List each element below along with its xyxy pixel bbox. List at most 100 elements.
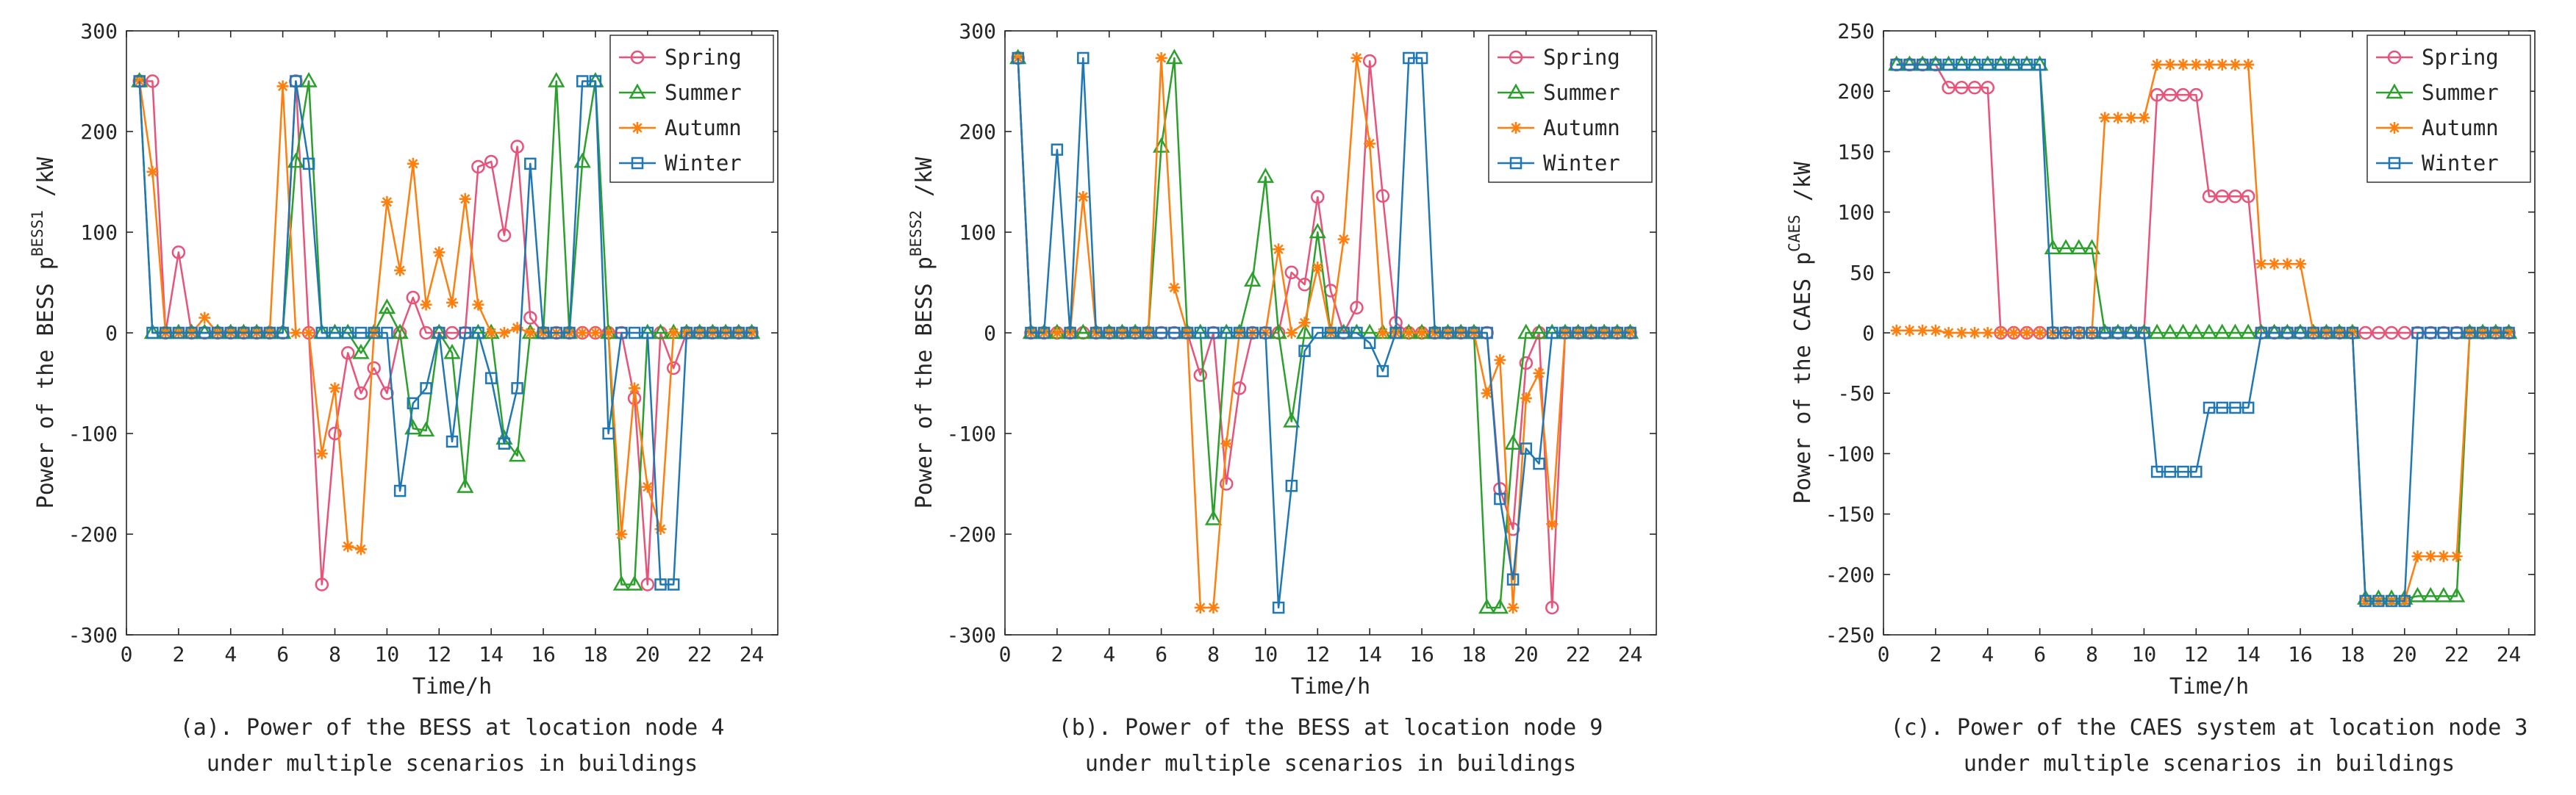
data-point-winter [2437,326,2450,339]
x-tick-label: 14 [2236,642,2261,666]
data-point-winter [354,326,368,339]
x-tick-label: 2 [1051,642,1063,666]
data-point-summer [1478,598,1496,614]
data-point-summer [2174,323,2192,339]
x-tick-label: 16 [2288,642,2313,666]
data-point-summer [1504,434,1522,450]
data-point-winter [2190,465,2203,478]
y-tick-label: 250 [1837,19,1875,43]
legend-marker-spring [630,50,645,65]
data-point-winter [1376,364,1389,378]
data-point-winter [1246,326,1259,339]
data-point-winter [2385,594,2398,608]
data-point-spring [1311,190,1325,204]
data-point-winter [1272,601,1285,614]
series-line-winter [138,80,752,586]
data-point-winter [1233,326,1246,339]
data-point-winter [133,75,146,87]
data-point-winter [263,326,276,339]
data-point-spring [640,578,655,591]
data-point-winter [2216,401,2228,414]
x-tick-label: 6 [2033,642,2046,666]
caption-line-1: (a). Power of the BESS at location node … [180,715,725,741]
data-point-spring [1955,81,1969,95]
data-point-autumn [407,157,419,170]
legend-label-autumn: Autumn [1543,115,1620,140]
data-point-autumn [1520,392,1532,405]
data-point-winter [511,382,523,395]
data-point-autumn [446,296,458,309]
data-point-winter [393,484,407,497]
data-point-winter [576,75,589,87]
data-point-summer [1256,168,1275,183]
x-tick-label: 14 [1357,642,1382,666]
data-point-autumn [315,447,328,460]
data-point-summer [2408,586,2427,602]
data-point-winter [2476,326,2489,339]
x-tick-label: 24 [2497,642,2522,666]
data-point-winter [1454,326,1467,339]
data-point-winter [446,435,459,448]
y-tick-label: -200 [68,522,118,547]
y-tick-label: -100 [947,422,996,446]
x-tick-label: 6 [276,642,289,666]
data-point-winter [1168,326,1181,339]
series-line-winter [1017,57,1631,609]
data-point-winter [1545,326,1559,339]
data-point-autumn [1890,324,1903,337]
data-point-winter [1442,326,1454,339]
x-tick-label: 18 [583,642,608,666]
data-point-autumn [198,312,211,324]
data-point-spring [406,290,421,305]
legend-marker-winter [2388,157,2401,170]
data-point-summer [2435,586,2452,602]
data-point-winter [2033,58,2046,71]
data-point-autumn [1012,51,1024,64]
data-point-autumn [329,382,341,395]
series-winter [1012,51,1636,614]
data-point-winter [1103,326,1116,339]
y-tick-label: 100 [80,220,118,245]
data-point-winter [706,326,719,339]
data-point-spring [367,361,381,375]
y-tick-label: 100 [1837,201,1875,225]
data-point-spring [1219,477,1234,491]
caption-line-1: (b). Power of the BESS at location node … [1059,715,1603,741]
legend-label-autumn: Autumn [665,115,742,140]
data-point-winter [680,326,693,339]
data-point-winter [745,326,758,339]
data-point-winter [2047,326,2059,339]
data-point-summer [2148,323,2166,339]
y-tick-label: -250 [1825,623,1875,647]
x-tick-label: 8 [329,642,341,666]
data-point-autumn [290,327,302,339]
data-point-winter [2489,326,2502,339]
data-point-winter [2307,326,2320,339]
data-point-autumn [1285,327,1298,339]
data-point-autumn [1051,327,1063,339]
data-point-winter [498,437,511,450]
data-point-winter [1428,326,1442,339]
data-point-winter [1194,326,1207,339]
data-point-autumn [2099,112,2111,124]
data-point-winter [1467,326,1481,339]
data-point-spring [1193,368,1208,382]
legend-label-summer: Summer [2422,80,2499,105]
x-tick-label: 0 [1878,642,1890,666]
x-tick-label: 16 [1409,642,1434,666]
x-tick-label: 2 [1929,642,1942,666]
data-point-autumn [1155,51,1167,64]
x-tick-label: 12 [2183,642,2208,666]
data-point-summer [1491,598,1509,614]
data-point-winter [2464,326,2476,339]
data-point-spring [340,346,355,360]
data-point-winter [2333,326,2346,339]
x-tick-label: 4 [224,642,237,666]
x-tick-label: 14 [479,642,504,666]
data-point-winter [1389,326,1402,339]
data-point-winter [693,326,706,339]
legend-marker-autumn [2389,122,2400,134]
data-point-winter [1090,326,1103,339]
legend-marker-winter [631,157,644,170]
data-point-winter [368,326,380,339]
